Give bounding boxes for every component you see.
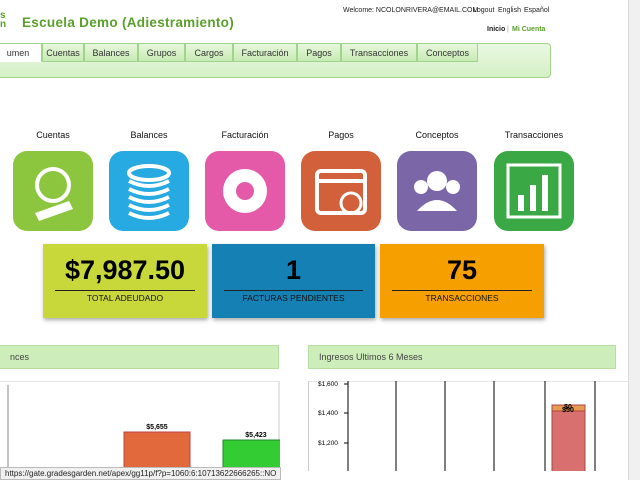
- bar: [123, 431, 191, 471]
- icon-glyph: [315, 169, 367, 215]
- axis-label: $1,600: [318, 381, 338, 388]
- status-bar: https://gate.gradesgarden.net/apex/gg11p…: [0, 467, 282, 480]
- logo-text: s: [0, 10, 6, 21]
- welcome: Welcome: NCOLONRIVERA@EMAIL.COM: [343, 7, 479, 14]
- divider: [392, 290, 532, 291]
- stat-label: FACTURAS PENDIENTES: [242, 293, 345, 303]
- spanish-link[interactable]: Español: [524, 7, 550, 14]
- bar-label: $50: [562, 407, 574, 414]
- shortcut-icon[interactable]: [397, 151, 477, 231]
- stat-card[interactable]: $7,987.50 TOTAL ADEUDADO: [43, 244, 207, 318]
- account-link[interactable]: Mi Cuenta: [512, 26, 546, 33]
- shortcut-label[interactable]: Transacciones: [504, 130, 564, 140]
- shortcut-icon[interactable]: [109, 151, 189, 231]
- logout-link[interactable]: Logout: [473, 7, 495, 14]
- stat-label: TOTAL ADEUDADO: [86, 293, 164, 303]
- stat-value: $7,987.50: [64, 255, 186, 285]
- shortcut-label[interactable]: Balances: [130, 130, 168, 140]
- stat-card[interactable]: 1 FACTURAS PENDIENTES: [212, 244, 375, 318]
- panel-header: nces: [0, 345, 279, 369]
- shortcut-icon[interactable]: [13, 151, 93, 231]
- icon-glyph: [127, 164, 171, 220]
- scrollbar[interactable]: [628, 0, 640, 480]
- icon-glyph: [506, 163, 562, 219]
- bar-label: $5,655: [146, 424, 168, 431]
- axis-label: $1,400: [318, 410, 338, 417]
- nav-tab[interactable]: umen: [0, 43, 42, 62]
- bar-label: $0: [564, 404, 572, 411]
- shortcut-label[interactable]: Cuentas: [36, 130, 70, 140]
- grid: [347, 381, 596, 471]
- stat-value: 1: [285, 255, 302, 285]
- shortcut-label[interactable]: Conceptos: [415, 130, 459, 140]
- balance-chart: $5,655 $5,423: [0, 381, 280, 471]
- english-link[interactable]: English: [498, 7, 521, 14]
- income-chart: $1,600 $1,400 $1,200 $0 $50: [308, 381, 628, 471]
- axis-label: $1,200: [318, 440, 338, 447]
- bar-label: $5,423: [245, 432, 267, 439]
- divider: [224, 290, 363, 291]
- shortcut-icon[interactable]: [494, 151, 574, 231]
- icon-glyph: [223, 169, 267, 213]
- stat-value: 75: [446, 255, 478, 285]
- nav-tab[interactable]: Pagos: [297, 43, 341, 62]
- icon-glyph: [35, 167, 73, 221]
- shortcut-label[interactable]: Pagos: [328, 130, 354, 140]
- nav-tab[interactable]: Balances: [84, 43, 138, 62]
- stat-card[interactable]: 75 TRANSACCIONES: [380, 244, 544, 318]
- icon-glyph: [414, 171, 460, 211]
- divider: [55, 290, 195, 291]
- shortcut-icon[interactable]: [205, 151, 285, 231]
- bar-segment: [551, 404, 586, 412]
- nav-tab[interactable]: Cuentas: [42, 43, 84, 62]
- nav-tab[interactable]: Conceptos: [417, 43, 478, 62]
- nav-tab[interactable]: Facturación: [233, 43, 297, 62]
- shortcut-icon[interactable]: [301, 151, 381, 231]
- nav-tab[interactable]: Grupos: [138, 43, 185, 62]
- logo-text: n: [0, 19, 7, 30]
- home-link[interactable]: Inicio: [487, 26, 506, 33]
- shortcut-label[interactable]: Facturación: [221, 130, 269, 140]
- nav-tab[interactable]: Cargos: [185, 43, 233, 62]
- bar: [551, 404, 586, 471]
- bar: [222, 439, 280, 471]
- logo[interactable]: s n: [0, 10, 7, 30]
- nav-tab[interactable]: Transacciones: [341, 43, 417, 62]
- app-title: Escuela Demo (Adiestramiento): [22, 15, 235, 30]
- stat-label: TRANSACCIONES: [425, 293, 499, 303]
- panel-header: Ingresos Ultimos 6 Meses: [308, 345, 616, 369]
- separator: |: [507, 26, 509, 33]
